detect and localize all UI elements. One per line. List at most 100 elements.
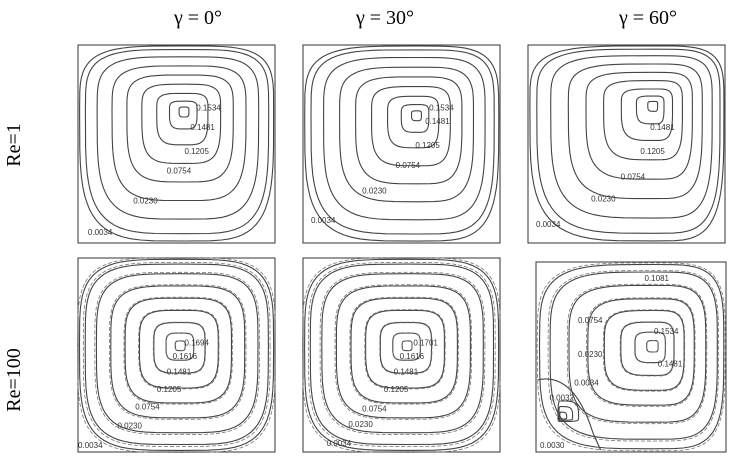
streamline (355, 76, 463, 185)
contour-label: 0.1205 (384, 385, 409, 394)
streamline (603, 309, 685, 391)
contour-label: 0.0754 (135, 402, 160, 411)
contour-label: 0.0034 (311, 216, 336, 225)
contour-label: 0.0030 (540, 441, 565, 450)
streamline (537, 378, 602, 451)
contour-label: 0.0230 (578, 350, 603, 359)
panel-frame (302, 44, 501, 244)
streamline (141, 83, 222, 164)
streamline (620, 88, 674, 141)
contour-label: 0.1205 (184, 147, 209, 156)
streamline (124, 297, 233, 404)
streamline (138, 309, 219, 389)
streamline (334, 284, 472, 420)
contour-label: 0.0754 (396, 161, 421, 170)
streamline (529, 45, 725, 242)
streamline (392, 332, 421, 361)
streamline (371, 86, 451, 167)
streamline (153, 322, 206, 374)
streamline (84, 49, 270, 235)
streamline (568, 284, 707, 423)
streamline (646, 340, 659, 353)
contour-label: 0.0754 (167, 167, 192, 176)
streamline (410, 110, 422, 122)
streamline (95, 273, 259, 434)
contour-label: 0.1534 (654, 327, 679, 336)
streamline (635, 95, 665, 125)
contour-label: 0.0230 (133, 196, 158, 205)
streamline (558, 406, 574, 421)
streamline (152, 321, 206, 375)
streamline (567, 63, 703, 200)
streamline (156, 92, 209, 146)
contour-label: 0.1481 (394, 367, 419, 376)
row-label: Re=1 (3, 123, 25, 167)
streamline (310, 49, 495, 235)
streamline (547, 270, 719, 442)
streamline (620, 321, 675, 376)
streamline (174, 340, 186, 352)
streamline (339, 66, 475, 203)
contour-label: 0.1701 (413, 338, 438, 347)
streamline (110, 285, 246, 419)
contour-label: 0.1205 (157, 385, 182, 394)
contour-label: 0.1616 (173, 352, 198, 361)
streamline (123, 296, 233, 405)
streamline (602, 309, 686, 392)
streamline (566, 283, 708, 425)
contour-label: 0.0230 (348, 420, 373, 429)
streamline (387, 95, 440, 149)
streamline (304, 45, 500, 242)
column-header: γ = 0° (173, 7, 222, 29)
streamline (309, 263, 495, 446)
streamline (84, 263, 269, 446)
streamline (178, 106, 190, 118)
streamline (307, 262, 496, 447)
streamline (647, 100, 659, 112)
streamline (401, 340, 413, 352)
streamline (350, 297, 458, 404)
streamline (82, 262, 271, 447)
contour-label: 0.1481 (658, 360, 683, 369)
contour-label: 0.0230 (117, 422, 142, 431)
panel-frame (535, 261, 727, 453)
contour-label: 0.0032 (550, 394, 575, 403)
streamline (319, 271, 486, 435)
streamline (536, 48, 721, 234)
column-header: γ = 30° (355, 7, 414, 29)
contour-label: 0.1694 (184, 338, 209, 347)
streamline (538, 263, 725, 450)
streamline (302, 257, 501, 453)
row-label: Re=100 (3, 348, 25, 412)
streamline (94, 271, 260, 435)
streamline (379, 321, 433, 375)
streamline (634, 331, 666, 364)
contour-label: 0.1534 (429, 103, 454, 112)
contour-label: 0.0034 (574, 379, 599, 388)
streamline (323, 56, 486, 221)
streamline (79, 45, 275, 242)
contour-label: 0.1205 (415, 141, 440, 150)
contour-label: 0.0034 (78, 441, 103, 450)
contour-label: 0.1205 (640, 147, 665, 156)
streamline (365, 309, 445, 389)
streamline (126, 74, 234, 183)
streamline (108, 284, 247, 420)
streamline (364, 309, 446, 390)
contour-label: 0.0754 (578, 316, 603, 325)
streamline (379, 322, 433, 374)
streamline (634, 331, 666, 364)
streamline (349, 296, 459, 405)
streamline (585, 71, 693, 180)
streamline (559, 411, 568, 420)
contour-label: 0.1481 (650, 123, 675, 132)
contour-label: 0.1534 (196, 103, 221, 112)
streamline (603, 80, 683, 161)
streamline (165, 332, 195, 361)
streamline (549, 271, 718, 440)
streamline (335, 285, 471, 419)
streamline (304, 258, 500, 451)
streamline (646, 340, 659, 353)
contour-label: 0.0034 (88, 228, 113, 237)
